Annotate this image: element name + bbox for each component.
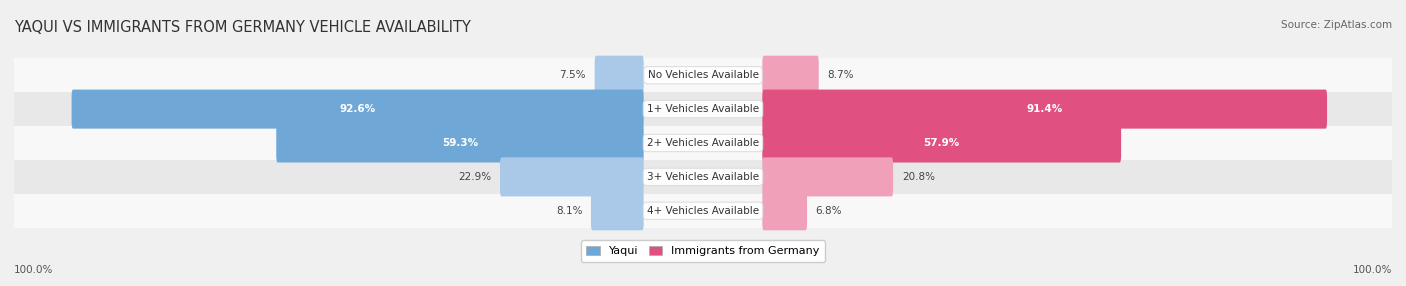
- Text: 100.0%: 100.0%: [14, 265, 53, 275]
- Text: 7.5%: 7.5%: [560, 70, 586, 80]
- Text: 6.8%: 6.8%: [815, 206, 842, 216]
- Text: 92.6%: 92.6%: [340, 104, 375, 114]
- Text: YAQUI VS IMMIGRANTS FROM GERMANY VEHICLE AVAILABILITY: YAQUI VS IMMIGRANTS FROM GERMANY VEHICLE…: [14, 20, 471, 35]
- Text: 22.9%: 22.9%: [458, 172, 491, 182]
- FancyBboxPatch shape: [762, 90, 1327, 129]
- Text: 20.8%: 20.8%: [901, 172, 935, 182]
- Text: 59.3%: 59.3%: [441, 138, 478, 148]
- Text: 2+ Vehicles Available: 2+ Vehicles Available: [647, 138, 759, 148]
- Text: Source: ZipAtlas.com: Source: ZipAtlas.com: [1281, 20, 1392, 30]
- Bar: [14, 160, 1392, 194]
- Bar: [14, 126, 1392, 160]
- Text: 8.1%: 8.1%: [555, 206, 582, 216]
- FancyBboxPatch shape: [501, 157, 644, 196]
- FancyBboxPatch shape: [762, 124, 1121, 162]
- FancyBboxPatch shape: [591, 191, 644, 230]
- FancyBboxPatch shape: [762, 157, 893, 196]
- FancyBboxPatch shape: [72, 90, 644, 129]
- Bar: [14, 92, 1392, 126]
- FancyBboxPatch shape: [762, 56, 818, 95]
- Bar: [14, 58, 1392, 92]
- Bar: [14, 194, 1392, 228]
- FancyBboxPatch shape: [762, 191, 807, 230]
- Text: 57.9%: 57.9%: [924, 138, 960, 148]
- FancyBboxPatch shape: [595, 56, 644, 95]
- Text: 91.4%: 91.4%: [1026, 104, 1063, 114]
- Text: 8.7%: 8.7%: [827, 70, 853, 80]
- Text: 100.0%: 100.0%: [1353, 265, 1392, 275]
- Legend: Yaqui, Immigrants from Germany: Yaqui, Immigrants from Germany: [581, 240, 825, 262]
- FancyBboxPatch shape: [276, 124, 644, 162]
- Text: 1+ Vehicles Available: 1+ Vehicles Available: [647, 104, 759, 114]
- Text: No Vehicles Available: No Vehicles Available: [648, 70, 758, 80]
- Text: 3+ Vehicles Available: 3+ Vehicles Available: [647, 172, 759, 182]
- Text: 4+ Vehicles Available: 4+ Vehicles Available: [647, 206, 759, 216]
